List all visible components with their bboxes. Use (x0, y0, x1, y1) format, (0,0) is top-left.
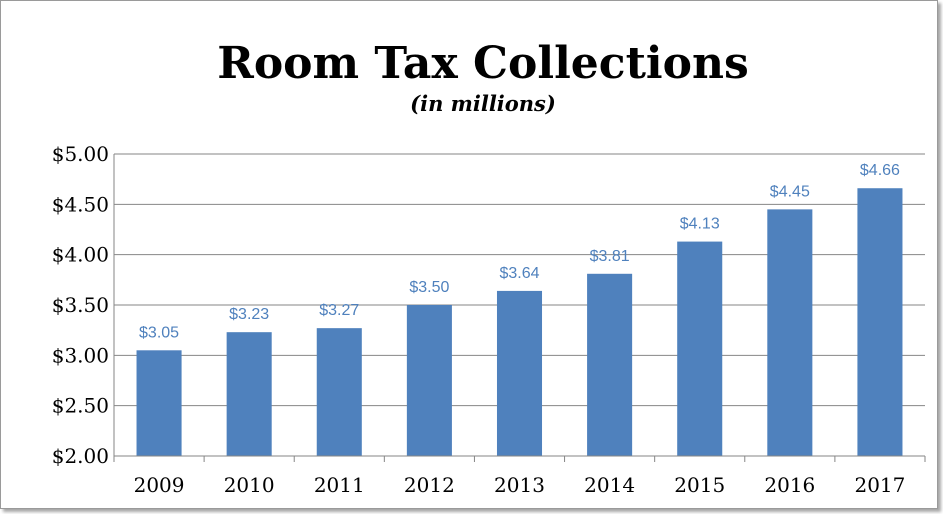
data-labels: $3.05 $3.23 $3.27 $3.50 $3.64 $3.81 $4.13 $4.45… (139, 162, 900, 341)
data-label-2012: $3.50 (409, 279, 449, 296)
chart-subtitle: (in millions) (410, 91, 556, 116)
chart-title: Room Tax Collections (217, 38, 748, 89)
x-tick-label: 2010 (224, 473, 275, 497)
bars (136, 188, 903, 456)
y-tick-label: $3.50 (52, 293, 109, 317)
data-label-2011: $3.27 (319, 302, 359, 319)
bar-2014 (587, 273, 633, 456)
bar-2009 (136, 350, 182, 456)
data-label-2014: $3.81 (590, 248, 630, 265)
data-label-2015: $4.13 (680, 216, 720, 233)
y-tick-label: $3.00 (52, 343, 109, 367)
data-label-2016: $4.45 (770, 183, 810, 200)
x-tick-label: 2011 (314, 473, 365, 497)
y-tick-label: $2.50 (52, 394, 109, 418)
axes: $2.00 $2.50 $3.00 $3.50 $4.00 $4.50 $5.00 2009 2… (52, 142, 926, 497)
x-tick-label: 2009 (134, 473, 185, 497)
data-label-2009: $3.05 (139, 324, 179, 341)
x-tick-label: 2013 (494, 473, 545, 497)
y-tick-label: $5.00 (52, 142, 109, 166)
bar-2011 (316, 328, 362, 456)
x-tick-label: 2016 (764, 473, 815, 497)
data-label-2017: $4.66 (860, 162, 900, 179)
bar-2010 (226, 332, 272, 456)
bar-2015 (677, 241, 723, 456)
y-tick-label: $4.00 (52, 243, 109, 267)
y-tick-label: $2.00 (52, 444, 109, 468)
data-label-2013: $3.64 (499, 265, 539, 282)
x-tick-label: 2017 (854, 473, 905, 497)
bar-2012 (406, 305, 452, 456)
x-tick-label: 2012 (404, 473, 455, 497)
bar-2013 (496, 290, 543, 456)
x-tick-label: 2014 (584, 473, 635, 497)
bar-2017 (857, 188, 903, 456)
x-tick-label: 2015 (674, 473, 725, 497)
data-label-2010: $3.23 (229, 306, 269, 323)
y-tick-label: $4.50 (52, 192, 109, 216)
bar-2016 (767, 209, 813, 456)
